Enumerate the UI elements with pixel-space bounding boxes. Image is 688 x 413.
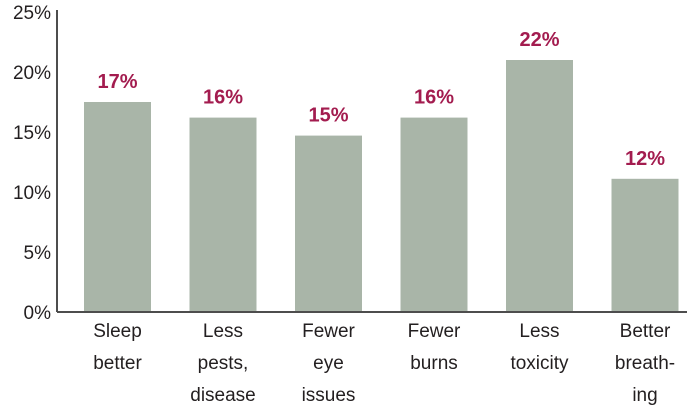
category-label: better — [93, 353, 142, 374]
bar-value-label: 22% — [519, 29, 559, 51]
category-label: Better — [620, 321, 671, 342]
value-labels-group: 17% 16% 15% 16% 22% 12% — [97, 29, 665, 170]
bar-value-label: 16% — [203, 87, 243, 109]
category-label: Less — [519, 321, 559, 342]
category-label: Fewer — [302, 321, 355, 342]
category-labels-group: Sleep better Less pests, disease Fewer eye issu… — [93, 321, 675, 406]
axes-group — [56, 10, 687, 313]
category-label: disease — [190, 385, 256, 406]
y-tick-label: 20% — [13, 63, 51, 84]
y-tick-label: 25% — [13, 3, 51, 24]
y-tick-label: 0% — [24, 303, 52, 324]
bar-value-label: 12% — [625, 148, 665, 170]
bar-value-label: 16% — [414, 87, 454, 109]
bar — [295, 135, 362, 312]
category-label: Sleep — [93, 321, 142, 342]
bar — [611, 178, 679, 312]
bar — [506, 60, 573, 312]
category-label: eye — [313, 353, 344, 374]
bar — [84, 102, 151, 312]
category-label: pests, — [198, 353, 249, 374]
y-tick-labels-group: 0% 5% 10% 15% 20% 25% — [13, 3, 51, 324]
y-tick-label: 10% — [13, 183, 51, 204]
bar-value-label: 15% — [308, 105, 348, 127]
bar-value-label: 17% — [97, 71, 137, 93]
bars-group — [84, 60, 679, 312]
category-label: toxicity — [510, 353, 569, 374]
category-label: issues — [302, 385, 356, 406]
category-label: ing — [632, 385, 657, 406]
category-label: breath- — [615, 353, 675, 374]
category-label: Fewer — [408, 321, 461, 342]
category-label: burns — [410, 353, 458, 374]
bar — [189, 117, 257, 312]
category-label: Less — [203, 321, 243, 342]
bar — [400, 117, 468, 312]
y-tick-label: 15% — [13, 123, 51, 144]
y-tick-label: 5% — [24, 243, 52, 264]
